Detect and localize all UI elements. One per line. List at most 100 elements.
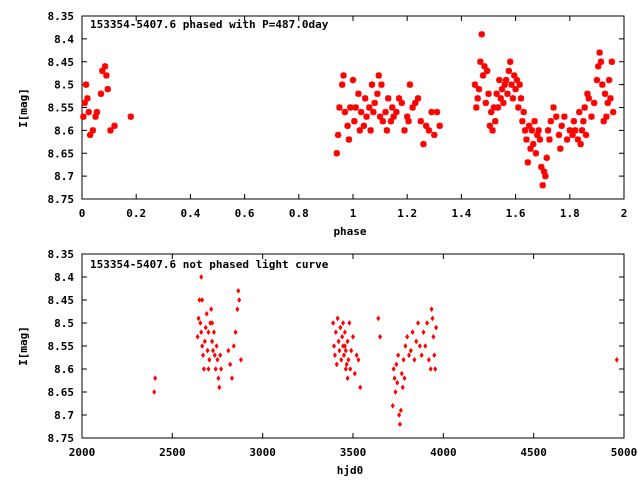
unphased-data-point — [378, 333, 383, 340]
unphased-data-point — [195, 333, 200, 340]
phased-data-point — [483, 67, 491, 75]
phased-data-point — [597, 58, 605, 65]
phased-data-point — [344, 122, 351, 129]
phased-data-point — [609, 108, 617, 116]
phased-data-point — [580, 118, 587, 125]
phased-data-point — [517, 95, 525, 102]
phased-data-point — [584, 90, 591, 97]
phased-data-point — [370, 108, 377, 116]
unphased-y-axis-label: I[mag] — [17, 326, 30, 366]
phased-data-point — [493, 90, 500, 97]
unphased-data-point — [340, 333, 345, 340]
phased-data-point — [512, 86, 519, 93]
phased-data-point — [557, 145, 564, 152]
unphased-data-point — [350, 333, 356, 340]
phased-panel: 153354-5407.6 phased with P=487.0day pha… — [17, 10, 627, 238]
unphased-data-point — [391, 366, 396, 372]
phased-data-point — [382, 108, 389, 116]
phased-x-tick-label: 0.4 — [180, 207, 200, 220]
unphased-data-point — [229, 375, 235, 382]
unphased-data-point — [237, 297, 242, 303]
unphased-x-tick-label: 2500 — [159, 446, 186, 459]
phased-data-point — [425, 127, 433, 134]
unphased-data-point — [401, 356, 406, 363]
unphased-panel: 153354-5407.6 not phased light curve hjd… — [17, 248, 637, 477]
phased-data-point — [420, 140, 427, 148]
phased-data-point — [574, 136, 582, 143]
phased-data-point — [566, 127, 573, 134]
unphased-y-tick-label: 8.65 — [48, 386, 75, 399]
unphased-data-point — [396, 352, 401, 359]
phased-x-tick-label: 1.4 — [451, 207, 471, 220]
phased-data-point — [478, 31, 485, 38]
unphased-data-point — [196, 315, 201, 322]
unphased-data-point — [217, 384, 222, 391]
unphased-data-point — [349, 347, 354, 354]
phased-data-point — [523, 136, 530, 143]
unphased-data-point — [398, 407, 403, 414]
unphased-data-point — [153, 375, 158, 382]
phased-y-tick-label: 8.6 — [54, 124, 74, 137]
phased-data-point — [409, 104, 416, 111]
phased-data-point — [504, 90, 511, 97]
unphased-data-point — [238, 356, 244, 363]
unphased-data-point — [421, 329, 426, 336]
phased-data-point — [558, 122, 565, 129]
unphased-data-point — [406, 352, 412, 359]
phased-data-point — [608, 58, 616, 65]
phased-data-point — [340, 72, 347, 79]
unphased-data-point — [405, 333, 410, 340]
unphased-data-point — [200, 297, 205, 303]
phased-data-point — [540, 168, 548, 175]
phased-data-point — [485, 90, 492, 97]
unphased-data-point — [204, 310, 209, 317]
phased-data-point — [488, 108, 495, 116]
phased-x-tick-label: 0.8 — [289, 207, 309, 220]
phased-data-point — [479, 72, 487, 79]
phased-data-point — [489, 127, 496, 134]
phased-data-point — [477, 58, 484, 65]
phased-data-point — [93, 108, 101, 116]
phased-data-point — [599, 81, 606, 88]
phased-data-point — [368, 81, 376, 88]
phased-data-point — [366, 104, 373, 111]
phased-data-point — [498, 86, 506, 93]
phased-x-tick-label: 1.8 — [560, 207, 580, 220]
phased-data-point — [505, 67, 513, 75]
unphased-x-tick-label: 3500 — [340, 446, 367, 459]
phased-data-point — [436, 122, 443, 129]
phased-data-point — [490, 104, 498, 111]
unphased-data-point — [376, 315, 381, 322]
phased-data-point — [546, 136, 553, 143]
unphased-data-point — [218, 352, 223, 359]
phased-data-point — [590, 99, 598, 107]
phased-data-point — [347, 104, 354, 111]
phased-data-point — [417, 118, 424, 125]
phased-data-point — [502, 76, 510, 84]
phased-data-point — [525, 122, 533, 129]
phased-data-point — [336, 104, 343, 111]
phased-data-point — [351, 118, 358, 125]
phased-data-point — [338, 81, 346, 88]
phased-data-point — [406, 81, 414, 88]
phased-data-point — [532, 150, 540, 157]
phased-data-point — [82, 81, 90, 88]
unphased-data-point — [216, 375, 221, 382]
phased-data-point — [401, 127, 408, 134]
unphased-data-point — [201, 366, 207, 372]
unphased-y-tick-label: 8.35 — [48, 248, 75, 261]
phased-data-point — [97, 90, 105, 97]
phased-data-point — [387, 118, 395, 125]
phased-data-point — [569, 131, 576, 139]
unphased-data-point — [403, 343, 408, 349]
phased-data-point — [521, 127, 529, 134]
phased-data-point — [352, 104, 359, 111]
phased-data-point — [474, 95, 481, 102]
phased-y-tick-label: 8.5 — [54, 79, 74, 92]
phased-data-point — [576, 108, 583, 116]
unphased-y-tick-label: 8.4 — [54, 271, 74, 284]
phased-data-point — [516, 81, 523, 88]
unphased-data-point — [215, 356, 220, 363]
phased-data-point — [375, 72, 382, 79]
phased-data-point — [393, 108, 400, 116]
